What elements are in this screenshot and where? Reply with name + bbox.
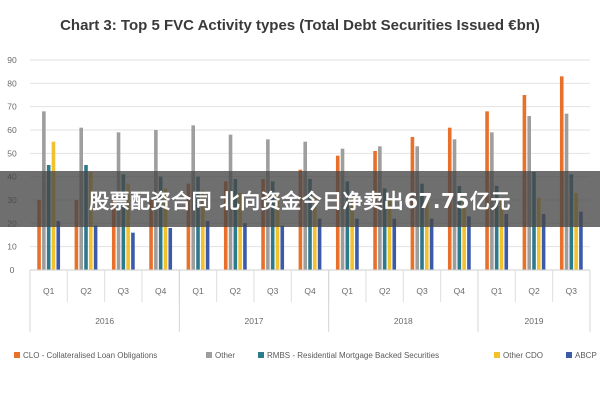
bar [425,200,429,270]
legend-label: Other [215,351,235,360]
year-label: 2019 [525,316,544,326]
legend: CLO - Collateralised Loan Obligations Oth… [14,351,597,360]
legend-swatch [14,352,20,358]
x-tick-label: Q3 [566,286,578,296]
bar [462,200,466,270]
bar [387,197,392,270]
y-axis: 0102030405060708090 [7,55,17,275]
bar [111,200,116,270]
bar [149,200,153,270]
bar [275,195,280,270]
bar [238,193,242,270]
bar [131,232,135,270]
legend-label: ABCP [575,351,597,360]
bar [243,223,247,270]
bar [93,225,98,270]
year-label: 2018 [394,316,413,326]
x-tick-label: Q2 [528,286,540,296]
bar [504,214,509,270]
x-axis: Q1 Q2 Q3 Q4 Q1 Q2 Q3 Q4 Q1 Q2 Q3 Q4 Q1 Q2 Q3 2016 2017 20… [29,269,591,332]
bar [579,211,583,270]
x-tick-label: Q1 [192,286,204,296]
x-tick-label: Q1 [491,286,503,296]
bar [392,218,397,270]
y-tick-label: 60 [7,125,17,135]
chart-title: Chart 3: Top 5 FVC Activity types (Total… [60,17,540,34]
bar [537,197,541,270]
overlay-text: 股票配资合同 北向资金今日净卖出67.75亿元 [89,188,511,213]
x-tick-label: Q4 [155,286,167,296]
bar [574,193,578,270]
legend-swatch [494,352,500,358]
bar [382,188,387,270]
bar [205,221,210,270]
x-tick-label: Q3 [416,286,428,296]
legend-label: RMBS - Residential Mortgage Backed Secur… [267,351,439,360]
bar [280,225,285,270]
legend-label: Other CDO [503,351,543,360]
x-tick-label: Q3 [267,286,279,296]
bar [499,200,504,270]
bar [350,197,354,270]
x-tick-label: Q1 [43,286,55,296]
bar [56,221,61,270]
y-tick-label: 70 [7,102,17,112]
year-label: 2017 [245,316,264,326]
bar [313,197,317,270]
bar [74,200,79,270]
bar [429,218,434,270]
bar [37,200,41,270]
bar [163,188,168,270]
x-tick-label: Q2 [379,286,391,296]
x-tick-label: Q2 [230,286,242,296]
x-tick-label: Q2 [80,286,92,296]
bar [355,218,359,270]
bar [201,190,205,270]
legend-swatch [258,352,264,358]
legend-swatch [566,352,572,358]
y-tick-label: 80 [7,78,17,88]
bar [541,214,546,270]
y-tick-label: 0 [10,265,15,275]
year-label: 2016 [95,316,114,326]
bar [467,216,471,270]
y-tick-label: 90 [7,55,17,65]
legend-swatch [206,352,212,358]
overlay-banner: 股票配资合同 北向资金今日净卖出67.75亿元 [0,171,600,227]
bar [494,186,499,270]
bar [457,186,462,270]
bar [168,228,173,270]
y-tick-label: 50 [7,148,17,158]
y-tick-label: 10 [7,242,17,252]
x-tick-label: Q1 [342,286,354,296]
x-tick-label: Q3 [118,286,130,296]
bar [317,218,322,270]
x-tick-label: Q4 [304,286,316,296]
legend-label: CLO - Collateralised Loan Obligations [23,351,157,360]
x-tick-label: Q4 [454,286,466,296]
